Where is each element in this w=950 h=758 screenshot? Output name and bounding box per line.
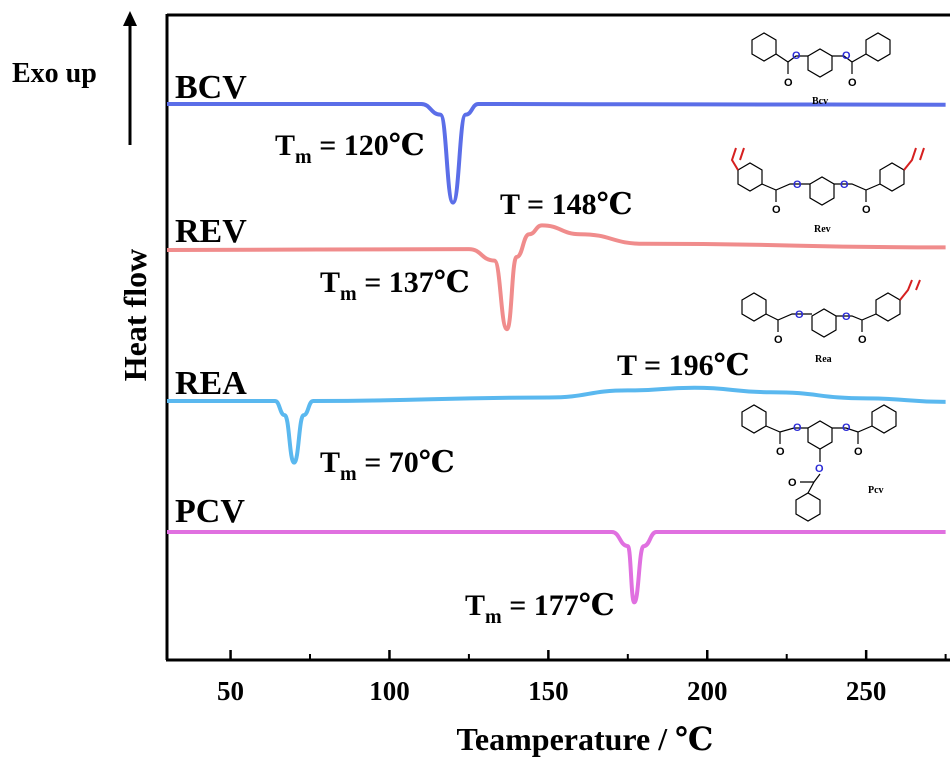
pcv-ring-left [741, 404, 767, 434]
bcv-ring-center [807, 48, 833, 78]
pcv-ring-bottom [795, 492, 821, 522]
exo-up-arrowhead-icon [123, 11, 137, 26]
structure-rev [737, 162, 905, 206]
bcv-ring-left [751, 32, 777, 62]
structure-label-bcv: Bcv [812, 96, 828, 107]
svg-text:O: O [793, 179, 802, 191]
svg-text:O: O [842, 311, 851, 323]
pcv-ring-center [807, 420, 833, 450]
svg-text:O: O [848, 77, 857, 89]
x-tick-label-50: 50 [217, 676, 244, 706]
svg-text:O: O [776, 446, 785, 458]
exo-up-label: Exo up [12, 58, 97, 89]
svg-text:O: O [792, 50, 801, 62]
structure-bcv-heteroatoms: O O O O [784, 50, 857, 89]
structure-label-pcv: Pcv [868, 485, 884, 496]
annotation-bcv-tm: Tm = 120℃ [275, 129, 425, 168]
svg-text:O: O [858, 334, 867, 346]
structure-pcv [741, 404, 897, 522]
rea-ring-center [811, 308, 837, 338]
svg-text:O: O [774, 334, 783, 346]
curve-pcv [167, 529, 946, 605]
rea-ring-left [741, 292, 767, 322]
annotation-pcv-tm: Tm = 177℃ [465, 589, 615, 628]
structure-label-rea: Rea [815, 354, 832, 365]
svg-text:O: O [854, 446, 863, 458]
x-tick-label-150: 150 [528, 676, 569, 706]
plot-frame [165, 13, 950, 662]
structure-rea-heteroatoms: O O O O [774, 309, 867, 346]
svg-text:O: O [842, 50, 851, 62]
structure-rev-heteroatoms: O O O O [772, 179, 871, 216]
svg-text:O: O [788, 477, 797, 489]
svg-text:O: O [840, 179, 849, 191]
svg-text:O: O [862, 204, 871, 216]
rev-ring-right [879, 162, 905, 192]
curve-rea [167, 385, 946, 465]
x-tick-label-250: 250 [846, 676, 887, 706]
x-tick-label-100: 100 [369, 676, 410, 706]
rev-ring-left [737, 162, 763, 192]
annotation-rea-tm: Tm = 70℃ [320, 446, 455, 485]
curve-bcv [166, 101, 946, 205]
x-tick-label-200: 200 [687, 676, 728, 706]
series-label-pcv: PCV [175, 493, 245, 530]
structure-rea-vinyl [899, 279, 921, 301]
series-label-rev: REV [175, 213, 247, 250]
svg-text:O: O [772, 204, 781, 216]
y-axis-title: Heat flow [117, 249, 153, 381]
svg-text:O: O [795, 309, 804, 321]
curve-rev [166, 223, 946, 332]
x-axis-title: Teamperature / ℃ [457, 721, 714, 757]
x-axis-ticks: 50 100 150 200 250 [217, 650, 947, 706]
structure-rev-vinyls [730, 147, 925, 171]
bcv-ring-right [865, 32, 891, 62]
pcv-ring-right [871, 404, 897, 434]
annotation-rev-tm: Tm = 137℃ [320, 266, 470, 305]
svg-text:O: O [815, 463, 824, 475]
svg-text:O: O [784, 77, 793, 89]
structure-rea [741, 292, 901, 338]
rea-ring-right [875, 292, 901, 322]
svg-text:O: O [842, 422, 851, 434]
series-label-rea: REA [175, 365, 247, 402]
structure-bcv [751, 32, 891, 78]
dsc-curves [166, 101, 946, 605]
structure-label-rev: Rev [814, 224, 831, 235]
annotation-rev-t: T = 148℃ [500, 188, 633, 221]
series-label-bcv: BCV [175, 69, 247, 106]
structure-pcv-heteroatoms: O O O O O O [776, 422, 863, 489]
svg-text:O: O [793, 422, 802, 434]
annotation-rea-t: T = 196℃ [617, 349, 750, 382]
rev-ring-center [809, 176, 835, 206]
